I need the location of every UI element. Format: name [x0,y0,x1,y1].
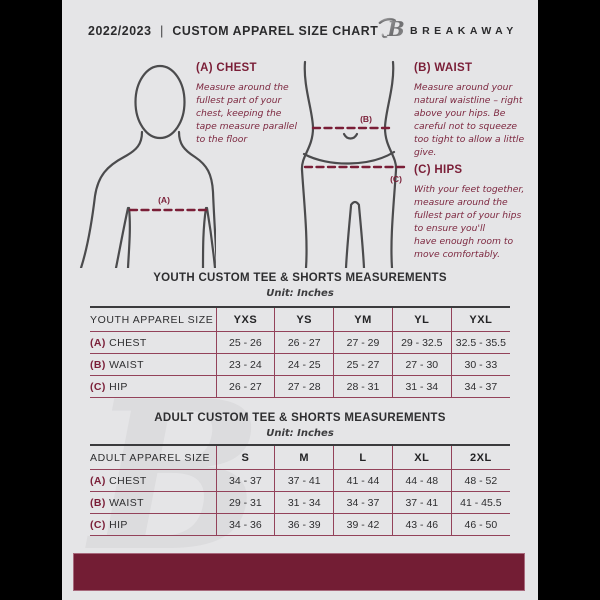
right-arm-outline [177,130,216,268]
table-row: (A) CHEST 25 - 26 26 - 27 27 - 29 29 - 3… [90,331,510,354]
head-outline [134,64,186,140]
measurement-cell: 28 - 31 [333,375,393,398]
table-header-row: YOUTH APPAREL SIZE YXS YS YM YL YXL [90,306,510,332]
size-header: XL [391,444,452,470]
measurement-cell: 44 - 48 [391,469,452,492]
table-row: (A) CHEST 34 - 37 37 - 41 41 - 44 44 - 4… [90,469,510,492]
size-header: M [274,444,334,470]
chest-line-label: (A) [158,195,170,205]
waist-line-label: (B) [360,114,372,124]
waist-instruction: (B) WAIST Measure around your natural wa… [414,62,528,159]
youth-table-title: YOUTH CUSTOM TEE & SHORTS MEASUREMENTS [153,272,447,284]
measurement-cell: 34 - 36 [215,513,275,536]
adult-table-title: ADULT CUSTOM TEE & SHORTS MEASUREMENTS [154,412,446,424]
measurement-cell: 24 - 25 [274,353,334,376]
measurement-cell: 37 - 41 [391,491,452,514]
measurement-cell: 29 - 32.5 [391,331,452,354]
chest-instruction: (A) CHEST Measure around the fullest par… [196,62,298,146]
right-armpit-line [201,206,208,268]
size-chart-document: B 2022/2023 | CUSTOM APPAREL SIZE CHART B … [62,0,538,600]
page-title: 2022/2023 | CUSTOM APPAREL SIZE CHART [88,23,378,38]
measurement-cell: 39 - 42 [333,513,393,536]
youth-size-col-header: YOUTH APPAREL SIZE [90,306,216,332]
adult-size-col-header: ADULT APPAREL SIZE [90,444,216,470]
measurement-cell: 48 - 52 [450,469,510,492]
size-header: YXS [215,306,275,332]
measurement-cell: 27 - 28 [274,375,334,398]
chart-title: CUSTOM APPAREL SIZE CHART [172,23,379,38]
right-inner-leg [357,204,366,268]
size-header: 2XL [450,444,510,470]
measurement-cell: 31 - 34 [391,375,452,398]
right-body-outline [383,60,398,268]
measurement-cell: 25 - 26 [215,331,275,354]
measurement-cell: 26 - 27 [215,375,275,398]
youth-size-table: YOUTH APPAREL SIZE YXS YS YM YL YXL (A) … [90,306,510,398]
measurement-cell: 32.5 - 35.5 [450,331,510,354]
table-header-row: ADULT APPAREL SIZE S M L XL 2XL [90,444,510,470]
hips-heading: (C) HIPS [414,164,463,176]
chest-heading: (A) CHEST [196,62,257,74]
adult-size-table: ADULT APPAREL SIZE S M L XL 2XL (A) CHES… [90,444,510,536]
row-label: (C) HIP [90,513,216,536]
navel-mark [342,132,359,140]
left-arm-outline [79,130,144,268]
svg-text:B: B [386,17,404,41]
left-armpit-line [114,206,130,268]
row-label: (B) WAIST [90,353,216,376]
measurement-cell: 26 - 27 [274,331,334,354]
measurement-cell: 34 - 37 [333,491,393,514]
measurement-cell: 29 - 31 [215,491,275,514]
table-row: (B) WAIST 23 - 24 24 - 25 25 - 27 27 - 3… [90,353,510,376]
left-body-line [126,206,131,268]
hip-curve [302,150,396,165]
row-label: (C) HIP [90,375,216,398]
measurement-cell: 31 - 34 [274,491,334,514]
lower-body-figure: (B) (C) [300,60,406,268]
size-header: YL [391,306,452,332]
measurement-cell: 25 - 27 [333,353,393,376]
measurement-cell: 41 - 44 [333,469,393,492]
hips-line-label: (C) [390,174,402,184]
table-row: (C) HIP 34 - 36 36 - 39 39 - 42 43 - 46 … [90,513,510,536]
left-inner-leg [344,204,353,268]
left-body-outline [300,60,315,268]
youth-table-unit: Unit: Inches [266,288,334,299]
adult-table-unit: Unit: Inches [266,428,334,439]
table-row: (B) WAIST 29 - 31 31 - 34 34 - 37 37 - 4… [90,491,510,514]
crotch-curve [349,200,361,207]
measurement-cell: 23 - 24 [215,353,275,376]
size-header: S [215,444,275,470]
brand-name: BREAKAWAY [410,25,518,37]
chest-text: Measure around the fullest part of your … [196,82,298,146]
measurement-cell: 27 - 29 [333,331,393,354]
measurement-cell: 34 - 37 [450,375,510,398]
footer-bar [73,553,525,591]
row-label: (A) CHEST [90,469,216,492]
measurement-cell: 34 - 37 [215,469,275,492]
size-header: YXL [450,306,510,332]
measurement-cell: 30 - 33 [450,353,510,376]
row-label: (B) WAIST [90,491,216,514]
measurement-cell: 36 - 39 [274,513,334,536]
waist-heading: (B) WAIST [414,62,473,74]
measurement-cell: 46 - 50 [450,513,510,536]
row-label: (A) CHEST [90,331,216,354]
waist-text: Measure around your natural waistline – … [414,82,525,159]
measurement-cell: 27 - 30 [391,353,452,376]
size-header: YM [333,306,393,332]
torso-figure: (A) [79,64,216,268]
hips-text: With your feet together, measure around … [414,184,525,261]
hips-instruction: (C) HIPS With your feet together, measur… [414,164,528,261]
size-header: YS [274,306,334,332]
right-body-line [205,206,216,268]
measurement-cell: 41 - 45.5 [450,491,510,514]
table-row: (C) HIP 26 - 27 27 - 28 28 - 31 31 - 34 … [90,375,510,398]
title-divider: | [160,23,164,38]
measurement-cell: 37 - 41 [274,469,334,492]
measurement-cell: 43 - 46 [391,513,452,536]
breakaway-logo-icon: B [378,15,406,46]
size-header: L [333,444,393,470]
year-label: 2022/2023 [88,23,152,38]
